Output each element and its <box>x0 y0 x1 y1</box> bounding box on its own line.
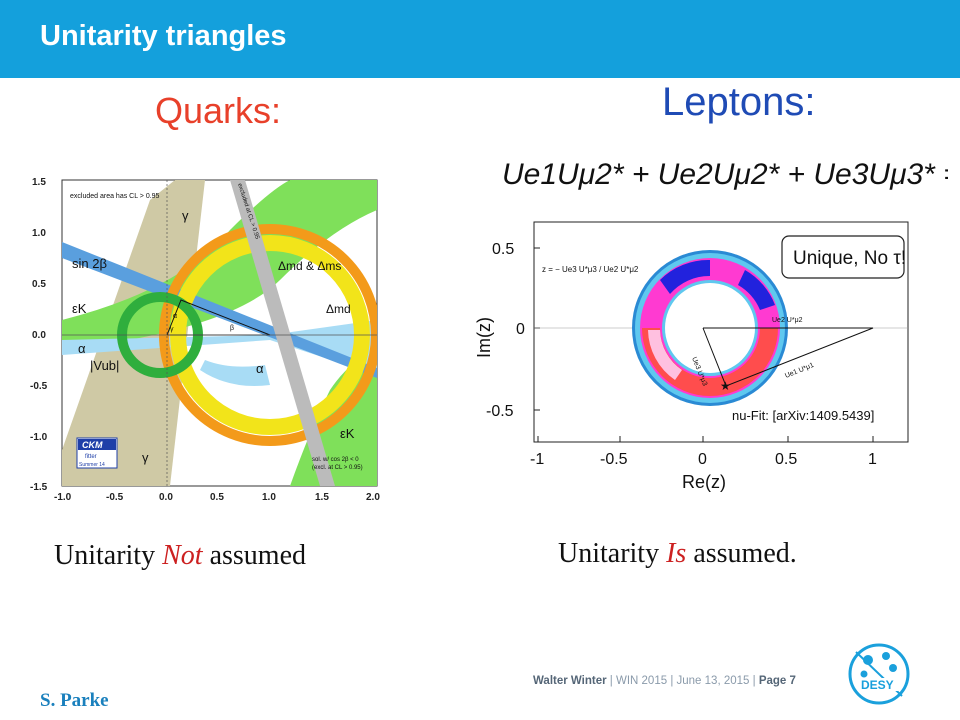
label-gamma-bottom: γ <box>142 450 149 465</box>
ytick-1: 1.5 <box>32 177 46 188</box>
label-gamma-small: γ <box>170 326 174 333</box>
label-sin2b: sin 2β <box>72 256 107 271</box>
sin2b-band <box>62 242 377 378</box>
ckm-logo-season: Summer 14 <box>79 462 105 468</box>
source-note: nu-Fit: [arXiv:1409.5439] <box>732 408 874 423</box>
label-gamma-top: γ <box>182 208 189 223</box>
xtick-5: 1.0 <box>262 492 276 503</box>
leptons-heading: Leptons: <box>662 80 816 124</box>
label-beta-small: β <box>230 325 234 332</box>
xtick-m1: -1 <box>530 451 544 468</box>
ytick-0: 0 <box>516 321 525 338</box>
lepton-y-axis-label: Im(z) <box>474 317 494 358</box>
quarks-caption-emph: Not <box>162 540 203 571</box>
label-alpha-small: α <box>173 313 177 320</box>
lepton-triangle <box>702 327 874 387</box>
alpha-band <box>62 320 377 375</box>
quarks-caption-after: assumed <box>202 540 306 571</box>
xtick-05: 0.5 <box>775 451 797 468</box>
xtick-6: 1.5 <box>315 492 329 503</box>
sol-note-2: (excl. at CL > 0.95) <box>312 465 363 471</box>
ytick-2: 1.0 <box>32 228 46 239</box>
side-label-top: Ue2 U*μ2 <box>772 317 803 324</box>
label-vub: |Vub| <box>90 358 119 373</box>
ytick-05: 0.5 <box>492 241 514 258</box>
gray-band <box>230 180 335 486</box>
slide-footer: Walter Winter | WIN 2015 | June 13, 2015… <box>533 675 796 687</box>
leptons-caption-before: Unitarity <box>558 538 667 569</box>
leptons-caption-emph: Is <box>666 538 687 569</box>
lepton-x-axis-label: Re(z) <box>682 472 726 492</box>
legend-note: excluded area has CL > 0.95 <box>70 193 160 200</box>
quarks-heading: Quarks: <box>155 90 282 131</box>
z-definition: z = − Ue3 U*μ3 / Ue2 U*μ2 <box>542 265 639 274</box>
footer-date: June 13, 2015 <box>676 675 750 687</box>
alpha-band-lower <box>200 360 270 386</box>
slide-title: Unitarity triangles <box>40 20 287 52</box>
ytick-6: -1.0 <box>30 432 48 443</box>
xtick-m05: -0.5 <box>600 451 628 468</box>
leptons-caption-after: assumed. <box>686 538 797 569</box>
ckm-logo-sub: fitter <box>85 454 97 460</box>
xtick-1: 1 <box>868 451 877 468</box>
label-dmd-dms: Δmd & Δms <box>278 259 341 273</box>
lepton-unitarity-plot: ★ 0.5 0 -0.5 -1 -0.5 0 0.5 1 Re(z) Im(z)… <box>474 221 909 492</box>
author-credit: S. Parke <box>40 690 109 711</box>
xtick-1: -1.0 <box>54 492 72 503</box>
x-axis-label: ρ̄ <box>210 507 221 510</box>
quarks-caption: Unitarity Not assumed <box>54 540 306 572</box>
best-fit-star: ★ <box>720 379 731 393</box>
sol-note-1: sol. w/ cos 2β < 0 <box>312 457 359 463</box>
unitarity-equation: Ue1Uμ2* + Ue2Uμ2* + Ue3Uμ3* = 0 <box>502 158 948 191</box>
ckmfitter-logo: CKM fitter Summer 14 <box>76 437 118 469</box>
ckm-logo-title: CKM <box>82 440 103 450</box>
desy-logo-text: DESY <box>861 678 894 692</box>
label-epsk-right: εK <box>340 426 355 441</box>
ytick-7: -1.5 <box>30 482 48 493</box>
footer-event: WIN 2015 <box>615 675 668 687</box>
footer-author: Walter Winter <box>533 675 607 687</box>
label-epsk-left: εK <box>72 301 87 316</box>
label-alpha-mid: α <box>256 361 264 376</box>
xtick-7: 2.0 <box>366 492 380 503</box>
ckm-fit-plot: 1.5 1.0 0.5 0.0 -0.5 -1.0 -1.5 -1.0 -0.5… <box>30 177 380 510</box>
label-alpha-left: α <box>78 341 86 356</box>
quarks-caption-before: Unitarity <box>54 540 163 571</box>
desy-logo: DESY <box>848 643 910 705</box>
ytick-5: -0.5 <box>30 381 48 392</box>
ytick-3: 0.5 <box>32 279 46 290</box>
header-bar: Unitarity triangles <box>0 0 960 78</box>
ytick-m05: -0.5 <box>486 403 514 420</box>
unique-box: Unique, No τ! <box>781 235 906 279</box>
ytick-4: 0.0 <box>32 330 46 341</box>
footer-page: Page 7 <box>758 675 796 687</box>
leptons-caption: Unitarity Is assumed. <box>558 538 797 570</box>
xtick-4: 0.5 <box>210 492 224 503</box>
label-dmd: Δmd <box>326 302 351 316</box>
xtick-0: 0 <box>698 451 707 468</box>
equation-text: Ue1Uμ2* + Ue2Uμ2* + Ue3Uμ3* = 0 <box>502 158 948 191</box>
xtick-2: -0.5 <box>106 492 124 503</box>
unique-box-text: Unique, No τ! <box>793 248 906 269</box>
xtick-3: 0.0 <box>159 492 173 503</box>
